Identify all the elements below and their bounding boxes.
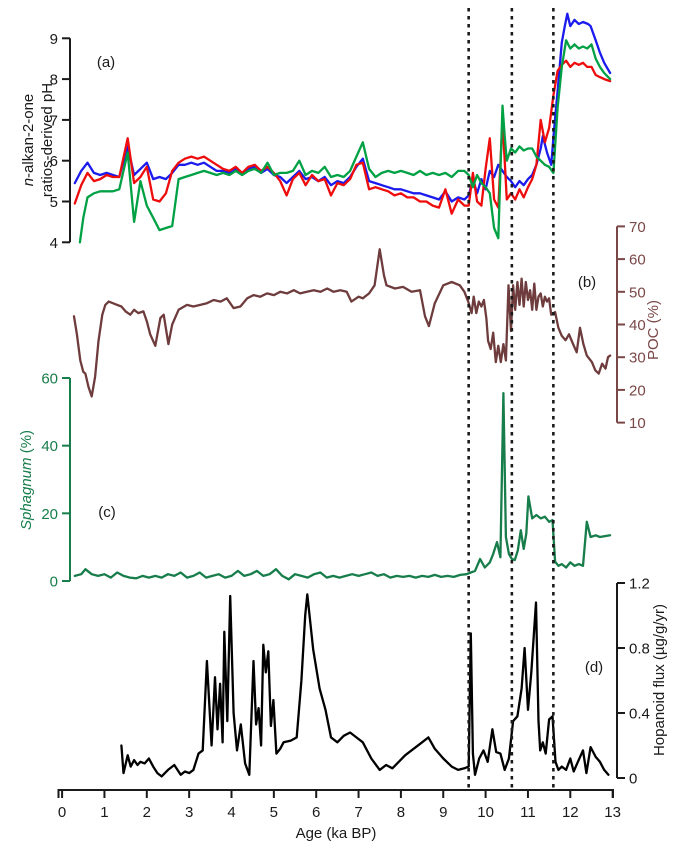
x-axis-tick-label: 2 <box>143 804 151 821</box>
panel-b-y-tick-label: 60 <box>629 252 646 269</box>
panel-b-y-tick-label: 40 <box>629 317 646 334</box>
panel-a-y-tick-label: 9 <box>50 31 58 48</box>
x-axis-tick-label: 0 <box>58 804 66 821</box>
x-axis-tick-label: 10 <box>477 804 494 821</box>
ph-axis-title-line2: ratios-derived pH <box>39 83 56 197</box>
panel-b-y-tick-label: 10 <box>629 415 646 432</box>
panel-a-y-tick-label: 6 <box>50 153 58 170</box>
panel-b-series-POC-percent <box>72 248 612 398</box>
x-axis-tick-label: 1 <box>100 804 108 821</box>
panel-a-y-tick-label: 8 <box>50 72 58 89</box>
panel-label-a: (a) <box>97 54 115 71</box>
panel-b-y-tick-label: 70 <box>629 219 646 236</box>
panel-c-y-tick-label: 20 <box>41 506 58 523</box>
sphagnum-axis-title-rest: (%) <box>18 430 35 458</box>
panel-label-d: (d) <box>585 659 603 676</box>
x-axis-tick-label: 5 <box>270 804 278 821</box>
x-axis-tick-label: 4 <box>227 804 235 821</box>
x-axis-tick-label: 8 <box>397 804 405 821</box>
ph-axis-title-line1-rest: -alkan-2-one <box>20 94 37 178</box>
x-axis-tick-label: 3 <box>185 804 193 821</box>
ph-axis-title-italic-n: n <box>20 178 37 186</box>
poc-axis-title: POC (%) <box>645 300 662 360</box>
panel-d-y-tick-label: 0.4 <box>629 706 650 723</box>
panel-c-y-tick-label: 40 <box>41 438 58 455</box>
panel-a-series-green-pH-index <box>78 39 612 244</box>
x-axis-title: Age (ka BP) <box>296 825 377 842</box>
panel-b-y-tick-label: 50 <box>629 284 646 301</box>
panel-d-series-hopanoid-flux <box>120 593 610 778</box>
panel-a-y-tick-label: 5 <box>50 194 58 211</box>
sphagnum-axis-title: Sphagnum (%) <box>18 430 35 530</box>
panel-d-y-tick-label: 0.8 <box>629 641 650 658</box>
x-axis-tick-label: 6 <box>312 804 320 821</box>
panel-c-y-tick-label: 0 <box>50 574 58 591</box>
panel-a-y-tick-label: 7 <box>50 112 58 129</box>
panel-d-y-tick-label: 1.2 <box>629 576 650 593</box>
panel-a-y-tick-label: 4 <box>50 235 58 252</box>
hopanoid-axis-title: Hopanoid flux (µg/g/yr) <box>651 604 668 756</box>
x-axis-tick-label: 12 <box>562 804 579 821</box>
panel-c-y-tick-label: 60 <box>41 371 58 388</box>
x-axis-tick-label: 9 <box>439 804 447 821</box>
panel-label-b: (b) <box>578 274 596 291</box>
ph-axis-title-line1: n-alkan-2-one <box>20 94 37 187</box>
panel-d-y-tick-label: 0 <box>629 771 637 788</box>
panel-a-series-blue-pH-index <box>73 12 612 203</box>
x-axis-tick-label: 11 <box>520 804 536 821</box>
panel-b-y-tick-label: 20 <box>629 382 646 399</box>
x-axis-tick-label: 7 <box>354 804 362 821</box>
panel-label-c: (c) <box>98 504 116 521</box>
panel-b-y-tick-label: 30 <box>629 350 646 367</box>
panel-c-series-Sphagnum-percent <box>73 392 612 581</box>
panel-a-series-red-pH-index <box>73 59 612 215</box>
sphagnum-axis-title-italic: Sphagnum <box>18 457 35 530</box>
x-axis-tick-label: 13 <box>604 804 621 821</box>
